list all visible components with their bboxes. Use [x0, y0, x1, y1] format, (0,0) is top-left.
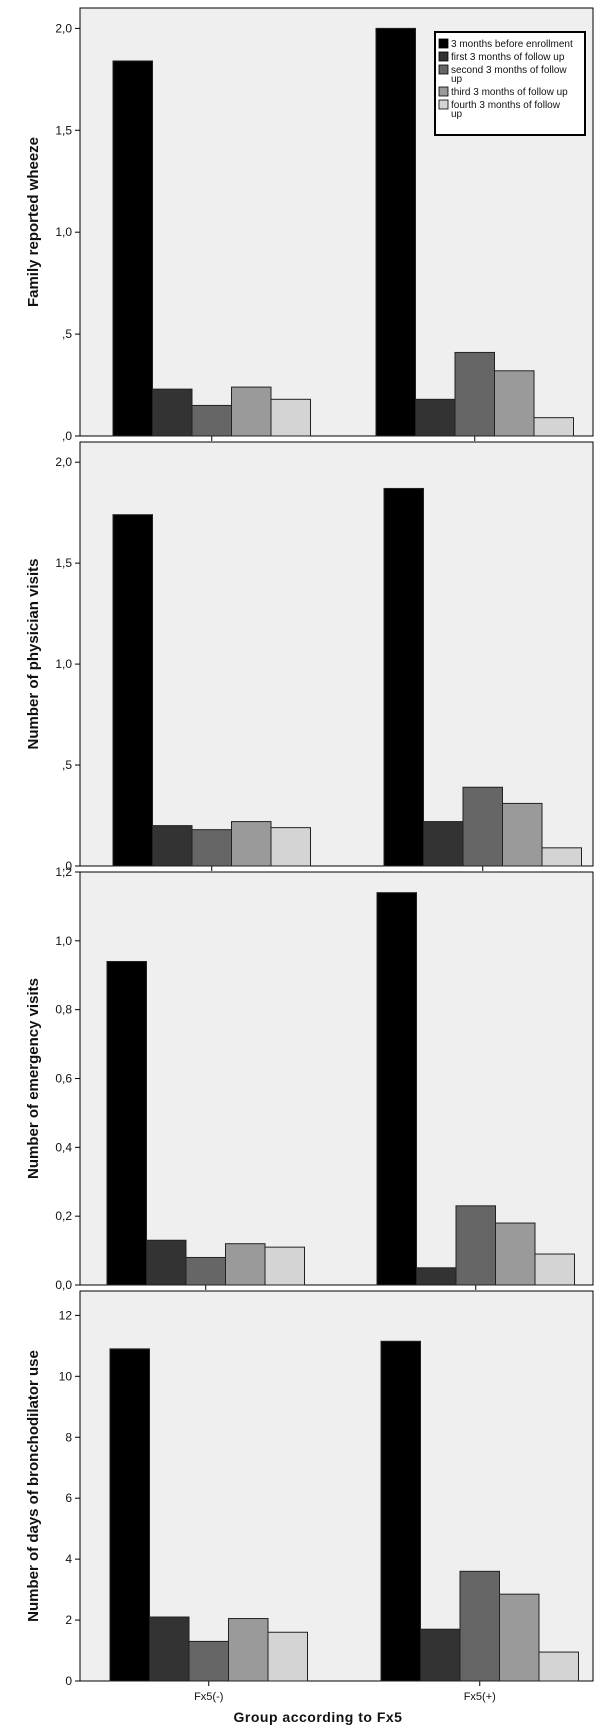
- legend-swatch: [438, 99, 449, 110]
- chart-panel-3: 0,0 0,2 0,4 0,6 0,8 1,0 1,2 Number of emergency…: [25, 865, 594, 1292]
- legend-swatch: [438, 86, 449, 97]
- bar: [231, 386, 272, 437]
- bar: [499, 1593, 540, 1682]
- bar: [191, 829, 232, 867]
- y-axis-label: Number of physician visits: [25, 559, 42, 750]
- legend-label: up: [451, 109, 463, 120]
- bar: [149, 1616, 190, 1682]
- legend-box: [434, 31, 586, 136]
- bar: [270, 827, 311, 867]
- legend-item: first 3 months of follow up: [438, 51, 565, 63]
- y-tick-label: 1,5: [55, 556, 72, 570]
- bar: [383, 487, 424, 867]
- y-tick-label: 2: [65, 1613, 72, 1627]
- bar: [415, 398, 456, 437]
- legend-label: second 3 months of follow: [451, 65, 567, 76]
- legend-item: 3 months before enrollment: [438, 38, 573, 50]
- legend-label: third 3 months of follow up: [451, 87, 568, 98]
- y-tick-label: 0,0: [55, 1278, 72, 1292]
- bar: [502, 802, 543, 867]
- y-tick-label: 0,8: [55, 1003, 72, 1017]
- legend: 3 months before enrollment first 3 months…: [434, 31, 586, 136]
- bar: [152, 825, 193, 867]
- bar: [538, 1651, 579, 1682]
- y-tick-label: ,5: [62, 758, 72, 772]
- y-axis-label: Family reported wheeze: [25, 137, 42, 307]
- y-tick-label: 2,0: [55, 21, 72, 35]
- y-tick-label: 1,5: [55, 123, 72, 137]
- bar: [455, 1205, 496, 1286]
- y-tick-label: 1,0: [55, 225, 72, 239]
- y-axis-label: Number of days of bronchodilator use: [25, 1350, 42, 1622]
- bar: [423, 821, 464, 867]
- y-tick-label: ,0: [62, 859, 72, 873]
- bar: [462, 786, 503, 867]
- legend-label: 3 months before enrollment: [451, 39, 573, 50]
- bar: [109, 1348, 150, 1682]
- bar: [188, 1640, 229, 1682]
- chart-panels: ,0 ,5 1,0 1,5 2,0 Family reported wheeze ,0 ,5 1…: [25, 7, 594, 1703]
- y-tick-label: 1,0: [55, 934, 72, 948]
- legend-label: first 3 months of follow up: [451, 52, 565, 63]
- bar: [225, 1243, 266, 1286]
- legend-label: fourth 3 months of follow: [451, 100, 561, 111]
- y-tick-label: 10: [59, 1369, 73, 1383]
- bar: [376, 892, 417, 1286]
- bar: [375, 27, 416, 437]
- y-tick-label: 1,0: [55, 657, 72, 671]
- bar: [185, 1256, 226, 1286]
- bar: [416, 1267, 457, 1286]
- legend-label: up: [451, 74, 463, 85]
- bar: [146, 1239, 187, 1286]
- bar: [494, 370, 535, 437]
- bar: [270, 398, 311, 437]
- bar: [152, 388, 193, 437]
- bar: [264, 1246, 305, 1286]
- plot-area: [79, 441, 594, 867]
- bar: [106, 960, 147, 1286]
- bar: [534, 1253, 575, 1286]
- y-tick-label: 0,6: [55, 1072, 72, 1086]
- bar: [228, 1618, 269, 1682]
- y-tick-label: 2,0: [55, 455, 72, 469]
- y-axis-label: Number of emergency visits: [25, 978, 42, 1179]
- y-tick-label: 4: [65, 1552, 72, 1566]
- y-tick-label: 0,2: [55, 1209, 72, 1223]
- y-tick-label: 6: [65, 1491, 72, 1505]
- bar: [380, 1340, 421, 1682]
- chart-panel-2: ,0 ,5 1,0 1,5 2,0 Number of physician visits: [25, 441, 594, 873]
- y-tick-label: ,5: [62, 327, 72, 341]
- x-axis-title: Group according to Fx5: [234, 1709, 403, 1725]
- bar: [267, 1631, 308, 1682]
- legend-swatch: [438, 64, 449, 75]
- y-tick-label: 8: [65, 1430, 72, 1444]
- bar: [112, 514, 153, 867]
- bar: [459, 1570, 500, 1682]
- bar: [495, 1222, 536, 1286]
- bar: [231, 821, 272, 867]
- y-tick-label: 12: [59, 1308, 73, 1322]
- x-tick-label: Fx5(-): [194, 1691, 223, 1703]
- bar: [541, 847, 582, 867]
- y-tick-label: ,0: [62, 429, 72, 443]
- chart-panel-4: 0 2 4 6 8 10 12 Number of days of bronchodilato…: [25, 1290, 594, 1703]
- bar: [191, 404, 232, 437]
- bar: [420, 1628, 461, 1682]
- legend-swatch: [438, 38, 449, 49]
- y-tick-label: 0: [65, 1674, 72, 1688]
- x-tick-label: Fx5(+): [464, 1691, 496, 1703]
- y-tick-label: 1,2: [55, 865, 72, 879]
- plot-area: [79, 871, 594, 1286]
- bar: [112, 60, 153, 437]
- bar: [454, 351, 495, 437]
- legend-swatch: [438, 51, 449, 62]
- y-tick-label: 0,4: [55, 1140, 72, 1154]
- legend-item: third 3 months of follow up: [438, 86, 568, 98]
- bar: [533, 417, 574, 437]
